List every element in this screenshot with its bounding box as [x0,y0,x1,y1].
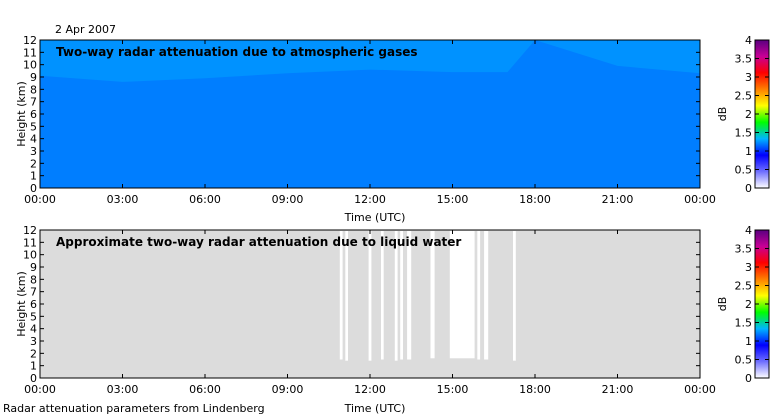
y-tick-label: 10 [23,59,37,72]
x-tick-label: 03:00 [107,383,139,396]
data-gap [484,231,489,360]
colorbar-tick-label: 0.5 [735,164,753,177]
colorbar-tick-label: 1 [745,145,752,158]
y-tick-label: 7 [30,286,37,299]
colorbar-tick-label: 4 [745,224,752,237]
y-tick-label: 2 [30,157,37,170]
y-tick-label: 9 [30,71,37,84]
data-gap [400,231,403,360]
y-tick-label: 3 [30,145,37,158]
colorbar-tick-label: 3 [745,261,752,274]
y-tick-label: 0 [30,372,37,385]
x-tick-label: 21:00 [602,193,634,206]
y-tick-label: 9 [30,261,37,274]
x-tick-label: 00:00 [24,383,56,396]
colorbar-tick-label: 3.5 [735,53,753,66]
data-gap [345,231,348,361]
colorbar-tick-label: 2 [745,298,752,311]
y-tick-label: 12 [23,34,37,47]
axis-ticks: 00:00 03:00 06:00 09:00 12:00 15:00 18:00 21:00… [23,224,716,396]
y-tick-label: 5 [30,120,37,133]
data-gap [513,231,516,361]
x-tick-label: 18:00 [519,383,551,396]
y-tick-label: 4 [30,323,37,336]
attenuation-fill-layers [40,40,700,188]
colorbar-top: 0 0.5 1 1.5 2 2.5 3 3.5 4 dB [716,34,770,195]
footer-note: Radar attenuation parameters from Linden… [3,402,265,415]
data-gap [394,231,398,361]
y-tick-label: 5 [30,310,37,323]
colorbar-tick-label: 1.5 [735,127,753,140]
y-tick-label: 2 [30,347,37,360]
y-tick-label: 12 [23,224,37,237]
data-gap [339,231,343,360]
colorbar-tick-label: 1.5 [735,317,753,330]
colorbar-tick-label: 3 [745,71,752,84]
colorbar-label: dB [716,107,729,122]
x-tick-label: 18:00 [519,193,551,206]
panel-title: Two-way radar attenuation due to atmosph… [56,45,418,59]
colorbar-tick-label: 4 [745,34,752,47]
colorbar-tick-label: 0 [745,372,752,385]
y-axis-label: Height (km) [15,81,28,147]
y-tick-label: 7 [30,96,37,109]
data-gap-layer [339,231,516,361]
colorbar-tick-label: 0 [745,182,752,195]
x-tick-label: 12:00 [354,193,386,206]
y-tick-label: 10 [23,249,37,262]
x-tick-label: 06:00 [189,193,221,206]
colorbar-tick-label: 3.5 [735,243,753,256]
y-tick-label: 11 [23,236,37,249]
x-tick-label: 00:00 [684,193,716,206]
y-tick-label: 11 [23,46,37,59]
y-axis-label: Height (km) [15,271,28,337]
y-tick-label: 4 [30,133,37,146]
colorbar-label: dB [716,297,729,312]
colorbar-bottom: 0 0.5 1 1.5 2 2.5 3 3.5 4 dB [716,224,770,385]
attenuation-band [40,40,700,188]
x-tick-label: 09:00 [272,383,304,396]
x-axis-label: Time (UTC) [344,211,406,224]
x-tick-label: 06:00 [189,383,221,396]
y-tick-label: 6 [30,298,37,311]
y-tick-label: 8 [30,273,37,286]
colorbar-tick-label: 2.5 [735,90,753,103]
x-tick-label: 21:00 [602,383,634,396]
x-tick-label: 09:00 [272,193,304,206]
data-gap [449,231,475,359]
y-tick-label: 8 [30,83,37,96]
y-tick-label: 0 [30,182,37,195]
y-tick-label: 1 [30,360,37,373]
x-tick-label: 15:00 [437,383,469,396]
data-gap [477,231,481,360]
date-label: 2 Apr 2007 [55,23,116,36]
x-axis-label: Time (UTC) [344,402,406,415]
panel-liquid-water-attenuation: Approximate two-way radar attenuation du… [15,224,716,415]
x-tick-label: 03:00 [107,193,139,206]
x-tick-label: 00:00 [24,193,56,206]
panel-title: Approximate two-way radar attenuation du… [56,235,461,249]
data-gap [407,231,412,360]
x-tick-label: 12:00 [354,383,386,396]
x-tick-label: 15:00 [437,193,469,206]
data-gap [381,231,384,360]
y-tick-label: 1 [30,170,37,183]
y-tick-label: 3 [30,335,37,348]
x-tick-label: 00:00 [684,383,716,396]
colorbar-tick-label: 0.5 [735,354,753,367]
data-gap [430,231,435,359]
panel-gas-attenuation: Two-way radar attenuation due to atmosph… [15,34,716,224]
colorbar-tick-label: 2 [745,108,752,121]
colorbar-tick-label: 1 [745,335,752,348]
colorbar-tick-label: 2.5 [735,280,753,293]
y-tick-label: 6 [30,108,37,121]
data-gap [368,231,372,361]
axis-ticks: 00:00 03:00 06:00 09:00 12:00 15:00 18:00 21:00… [23,34,716,206]
